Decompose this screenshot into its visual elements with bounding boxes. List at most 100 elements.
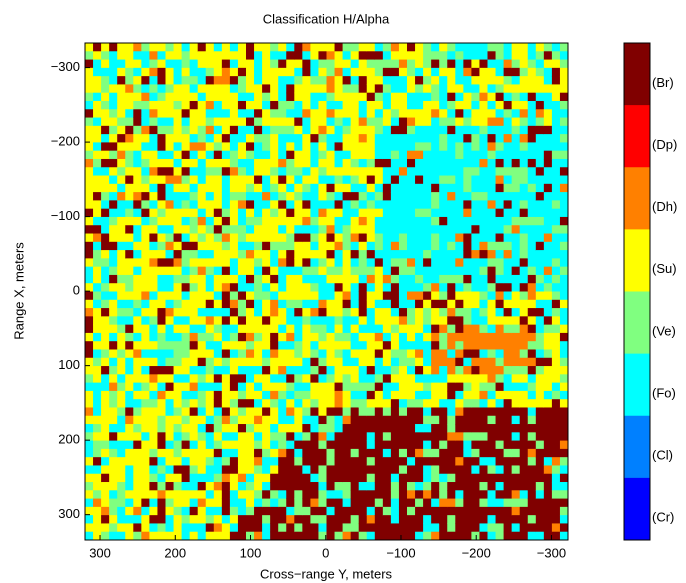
texture-cell [519,332,529,342]
texture-cell [205,531,215,541]
texture-cell [117,490,126,500]
texture-cell [350,382,360,392]
texture-cell [342,332,352,342]
texture-cell [302,357,311,367]
texture-cell [117,43,126,52]
texture-cell [254,142,263,152]
texture-cell [221,515,231,524]
texture-cell [133,283,142,292]
texture-cell [165,100,175,110]
texture-cell [254,324,263,334]
texture-cell [366,341,376,350]
texture-cell [423,341,432,350]
texture-cell [286,415,295,425]
texture-cell [101,366,110,375]
texture-cell [326,399,336,408]
texture-cell [173,399,183,408]
texture-cell [141,432,150,442]
texture-cell [374,208,384,218]
texture-cell [101,332,110,342]
texture-cell [310,382,319,392]
texture-cell [535,415,545,425]
texture-cell [366,241,376,251]
texture-cell [326,324,336,334]
texture-cell [254,448,263,458]
texture-cell [133,109,142,119]
texture-cell [254,465,263,475]
texture-cell [535,299,545,309]
texture-cell [173,274,183,284]
texture-cell [318,266,327,276]
texture-cell [165,531,175,541]
texture-cell [511,382,521,392]
texture-cell [262,490,271,500]
texture-cell [358,117,368,127]
texture-cell [254,531,263,541]
texture-cell [109,531,118,541]
texture-cell [109,266,118,276]
texture-cell [157,43,166,52]
texture-cell [278,291,287,301]
texture-cell [270,142,279,152]
texture-cell [310,374,319,384]
texture-cell [246,440,255,450]
texture-cell [141,440,150,450]
texture-cell [262,415,271,425]
texture-cell [197,150,207,160]
texture-cell [141,424,150,433]
texture-cell [366,490,376,500]
texture-cell [407,59,416,69]
texture-cell [294,84,303,94]
texture-cell [415,67,424,77]
texture-cell [213,415,223,425]
texture-cell [543,366,553,375]
texture-cell [431,134,440,143]
texture-cell [326,150,336,160]
texture-cell [382,465,392,475]
texture-cell [157,92,166,102]
texture-cell [294,531,303,541]
texture-cell [302,167,311,177]
texture-cell [447,100,456,110]
texture-cell [350,324,360,334]
texture-cell [205,225,215,235]
texture-cell [527,415,537,425]
texture-cell [117,117,126,127]
texture-cell [125,167,134,177]
texture-cell [302,308,311,317]
texture-cell [117,349,126,359]
texture-cell [519,432,529,442]
texture-cell [310,357,319,367]
texture-cell [221,498,231,508]
texture-cell [415,432,424,442]
texture-cell [246,250,255,259]
texture-cell [254,515,263,524]
texture-cell [205,109,215,119]
texture-cell [85,67,94,77]
texture-cell [173,531,183,541]
texture-cell [229,498,239,508]
texture-cell [511,76,521,85]
texture-cell [85,357,94,367]
texture-cell [85,448,94,458]
texture-cell [246,366,255,375]
texture-cell [213,200,223,210]
texture-cell [262,283,271,292]
texture-cell [197,134,207,143]
texture-cell [350,482,360,491]
texture-cell [181,283,191,292]
texture-cell [229,324,239,334]
texture-cell [439,407,448,417]
texture-cell [237,134,247,143]
texture-cell [503,349,513,359]
texture-cell [342,424,352,433]
texture-cell [278,76,287,85]
texture-cell [350,440,360,450]
texture-cell [382,150,392,160]
texture-cell [390,382,400,392]
texture-cell [213,382,223,392]
texture-cell [157,150,166,160]
texture-cell [101,341,110,350]
texture-cell [358,291,368,301]
texture-cell [374,407,384,417]
